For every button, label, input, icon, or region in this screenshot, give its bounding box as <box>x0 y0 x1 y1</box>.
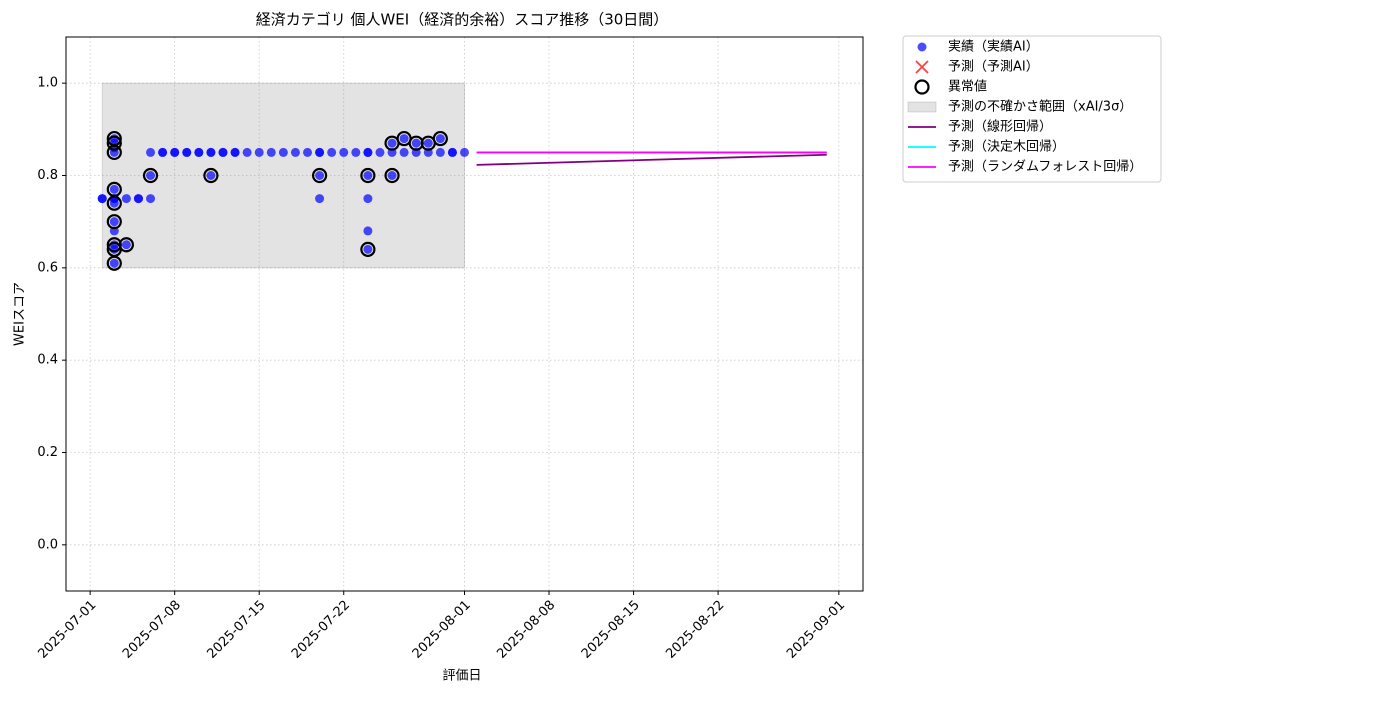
actual-point <box>315 147 325 157</box>
x-tick-label: 2025-07-15 <box>204 598 268 662</box>
actual-point <box>363 171 373 180</box>
actual-point <box>182 147 192 157</box>
x-tick-label: 2025-07-01 <box>35 598 99 662</box>
actual-point <box>447 147 457 157</box>
x-tick-label: 2025-08-15 <box>579 598 643 662</box>
actual-point <box>315 194 325 204</box>
outlier-point <box>106 195 122 211</box>
x-tick-label: 2025-08-01 <box>410 598 474 662</box>
actual-point <box>194 147 204 157</box>
actual-point <box>170 147 180 157</box>
actual-point <box>351 147 361 157</box>
actual-point <box>109 217 119 227</box>
actual-point <box>266 147 276 157</box>
actual-point <box>230 147 240 157</box>
legend-marker <box>917 42 927 52</box>
actual-point <box>423 138 433 148</box>
actual-point <box>399 134 409 144</box>
actual-point <box>146 194 156 204</box>
outlier-point <box>384 167 400 184</box>
actual-point <box>399 147 409 157</box>
actual-point <box>242 147 252 157</box>
legend-marker <box>907 101 937 113</box>
legend-label: 異常値 <box>948 79 987 95</box>
actual-point <box>206 147 216 157</box>
actual-point <box>278 147 288 157</box>
actual-point <box>254 147 264 157</box>
actual-point <box>339 147 349 157</box>
outlier-point <box>360 241 376 257</box>
actual-point <box>109 258 119 268</box>
y-tick-label: 1.0 <box>37 76 58 91</box>
outlier-point <box>106 135 122 151</box>
legend-label: 予測（ランダムフォレスト回帰） <box>948 159 1142 175</box>
actual-point <box>435 134 445 144</box>
actual-point <box>387 171 397 180</box>
actual-point <box>158 147 168 157</box>
actual-point <box>460 147 469 157</box>
actual-point <box>363 226 373 236</box>
actual-point <box>97 194 107 204</box>
x-axis-label: 評価日 <box>442 669 481 684</box>
plot-frame <box>65 36 864 592</box>
outlier-point <box>360 167 376 184</box>
legend-marker <box>915 60 929 74</box>
legend-label: 予測の不確かさ範囲（xAI/3σ） <box>948 99 1132 115</box>
x-tick-label: 2025-07-22 <box>289 598 353 662</box>
actual-point <box>363 147 373 157</box>
y-tick-label: 0.8 <box>37 168 58 183</box>
outlier-point <box>106 255 122 271</box>
outlier-point <box>432 130 448 147</box>
legend-label: 予測（決定木回帰） <box>948 139 1065 155</box>
actual-point <box>109 198 119 208</box>
actual-point <box>363 194 373 204</box>
actual-point <box>315 171 325 180</box>
uncertainty-band <box>101 82 465 269</box>
x-tick-label: 2025-08-08 <box>494 598 558 662</box>
legend-marker <box>914 79 930 95</box>
actual-point <box>109 184 119 194</box>
actual-point <box>146 171 156 180</box>
actual-point <box>375 147 385 157</box>
actual-point <box>133 194 143 204</box>
forecast-line <box>476 153 827 166</box>
y-tick-label: 0.6 <box>37 260 58 275</box>
outlier-point <box>311 167 328 184</box>
x-tick-label: 2025-09-01 <box>784 598 848 662</box>
actual-point <box>121 194 131 204</box>
actual-point <box>121 240 131 250</box>
outlier-point <box>106 144 122 161</box>
legend-frame <box>902 35 1162 183</box>
outlier-point <box>203 167 219 184</box>
legend-label: 予測（予測AI） <box>948 60 1039 75</box>
chart-title: 経済カテゴリ 個人WEI（経済的余裕）スコア推移（30日間） <box>256 11 669 29</box>
y-axis-label: WEIスコア <box>13 282 28 346</box>
legend-label: 予測（線形回帰） <box>948 119 1052 135</box>
outlier-point <box>106 214 122 230</box>
actual-point <box>435 147 445 157</box>
y-tick-label: 0.0 <box>37 537 58 552</box>
actual-point <box>303 147 313 157</box>
actual-point <box>290 147 300 157</box>
outlier-point <box>142 167 159 184</box>
actual-point <box>218 147 228 157</box>
y-tick-label: 0.4 <box>37 353 58 368</box>
y-tick-label: 0.2 <box>37 445 58 460</box>
legend-label: 実績（実績AI） <box>948 39 1039 55</box>
actual-point <box>411 138 421 148</box>
x-tick-label: 2025-08-22 <box>663 598 727 662</box>
x-tick-label: 2025-07-08 <box>120 598 184 662</box>
actual-point <box>363 244 373 254</box>
actual-point <box>206 171 216 180</box>
actual-point <box>387 138 397 148</box>
actual-point <box>146 147 156 157</box>
outlier-point <box>118 237 134 253</box>
actual-point <box>327 147 337 157</box>
